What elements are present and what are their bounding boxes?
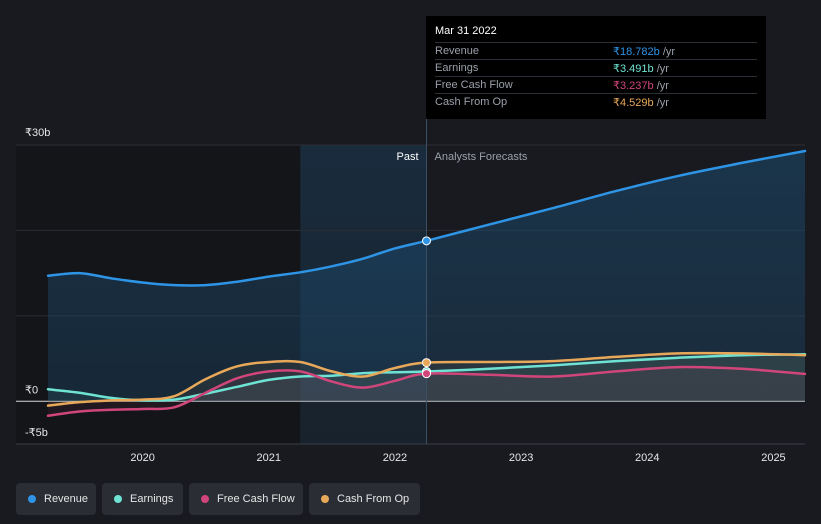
legend-cash-from-op[interactable]: Cash From Op xyxy=(309,483,420,515)
y-tick-label: ₹30b xyxy=(25,127,50,139)
tooltip-label: Cash From Op xyxy=(435,96,508,108)
legend-dot-icon xyxy=(321,495,329,503)
tooltip-value: ₹4.529b /yr xyxy=(613,97,669,109)
legend-revenue[interactable]: Revenue xyxy=(16,483,96,515)
tooltip-row: Earnings ₹3.491b /yr xyxy=(435,59,757,77)
tooltip-label: Earnings xyxy=(435,62,479,74)
legend-earnings[interactable]: Earnings xyxy=(102,483,183,515)
legend-label: Revenue xyxy=(44,493,89,505)
tooltip: Mar 31 2022 Revenue ₹18.782b /yr Earnings ₹… xyxy=(426,16,766,119)
free-cash-flow-marker xyxy=(422,369,431,379)
tooltip-label: Revenue xyxy=(435,45,480,57)
x-tick-label: 2021 xyxy=(257,452,281,464)
x-tick-label: 2023 xyxy=(509,452,533,464)
x-tick-label: 2024 xyxy=(635,452,659,464)
tooltip-row: Cash From Op ₹4.529b /yr xyxy=(435,93,757,111)
tooltip-value: ₹18.782b /yr xyxy=(613,46,676,58)
legend-dot-icon xyxy=(114,495,122,503)
past-label: Past xyxy=(396,151,418,163)
x-tick-label: 2022 xyxy=(383,452,407,464)
free-cash-flow-line xyxy=(46,365,807,418)
cash-from-op-marker xyxy=(422,358,431,368)
legend-dot-icon xyxy=(28,495,36,503)
y-tick-label: ₹0 xyxy=(25,384,38,396)
y-tick-label: -₹5b xyxy=(25,427,48,439)
x-tick-label: 2025 xyxy=(761,452,785,464)
legend-label: Cash From Op xyxy=(337,493,410,505)
cash-from-op-line xyxy=(46,351,807,407)
revenue-line xyxy=(46,149,807,287)
legend-free-cash-flow[interactable]: Free Cash Flow xyxy=(189,483,303,515)
legend-label: Free Cash Flow xyxy=(217,493,295,505)
tooltip-value: ₹3.491b /yr xyxy=(613,63,669,75)
tooltip-value: ₹3.237b /yr xyxy=(613,80,669,92)
forecast-label: Analysts Forecasts xyxy=(435,151,528,163)
revenue-marker xyxy=(422,236,431,246)
tooltip-date: Mar 31 2022 xyxy=(435,25,497,37)
tooltip-row: Revenue ₹18.782b /yr xyxy=(435,42,757,60)
x-tick-label: 2020 xyxy=(130,452,154,464)
legend-dot-icon xyxy=(201,495,209,503)
tooltip-row: Free Cash Flow ₹3.237b /yr xyxy=(435,76,757,94)
tooltip-label: Free Cash Flow xyxy=(435,79,513,91)
legend-label: Earnings xyxy=(130,493,174,505)
